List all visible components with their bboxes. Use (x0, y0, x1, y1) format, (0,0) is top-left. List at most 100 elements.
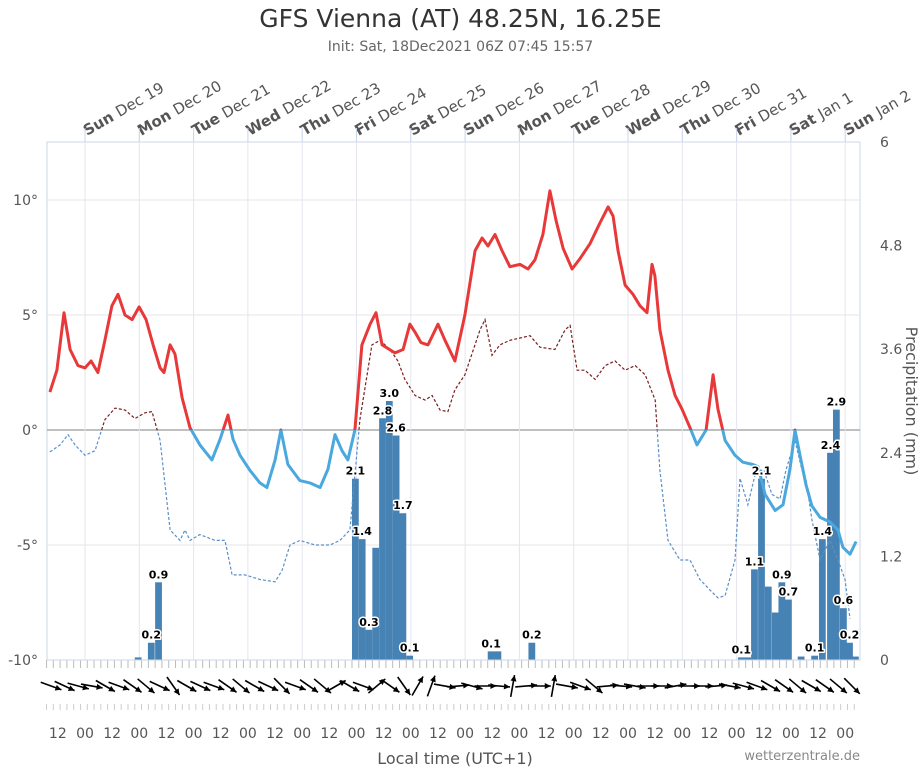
arrow-head (584, 684, 591, 691)
precip-value-label: 1.7 (393, 499, 413, 512)
precip-bar (785, 599, 792, 660)
wind-arrow-icon (339, 679, 360, 693)
precip-bar (494, 651, 502, 660)
precip-bar (385, 401, 393, 660)
y-right-tick-label: 6 (880, 135, 889, 151)
wind-arrow-icon (80, 683, 103, 690)
wind-arrow-icon (411, 676, 424, 696)
arrow-head (417, 676, 424, 684)
day-label: Sun Jan 2 (840, 86, 914, 139)
precip-bar (399, 513, 407, 660)
wind-arrow-icon (284, 681, 307, 691)
precip-bar (758, 478, 765, 660)
x-tick-label: 12 (592, 726, 610, 742)
wind-arrow-icon (550, 675, 558, 697)
x-axis-title: Local time (UTC+1) (377, 749, 533, 768)
precip-value-label: 2.9 (827, 396, 847, 409)
plot-frame (46, 141, 861, 661)
precip-value-label: 0.2 (840, 629, 860, 642)
precip-value-label: 0.9 (772, 568, 792, 581)
precip-value-label: 0.1 (400, 642, 420, 655)
wind-arrow-icon (426, 675, 436, 697)
y-axis-right-title: Precipitation (mm) (902, 327, 921, 476)
precip-bar (379, 418, 386, 660)
arrow-head (271, 685, 279, 691)
arrow-head (595, 686, 603, 694)
wind-arrow-icon (801, 679, 822, 693)
y-tick-label: -10° (8, 653, 38, 669)
arrow-head (571, 683, 578, 690)
arrow-head (840, 686, 847, 694)
wind-arrow-icon (829, 678, 848, 694)
x-tick-label: 00 (130, 726, 148, 742)
y-tick-label: 5° (22, 308, 38, 324)
arrow-head (392, 686, 400, 693)
precip-bar (778, 582, 786, 660)
arrow-head (173, 688, 180, 696)
precip-value-label: 2.6 (386, 422, 406, 435)
precip-value-label: 0.2 (142, 629, 162, 642)
precip-labels: 0.2 0.9 2.1 1.4 0.3 2.8 3.0 2.6 1.7 0.1 0.1 0.2 0.1 1… (140, 386, 861, 658)
x-tick-label: 12 (755, 726, 773, 742)
precip-value-label: 0.7 (779, 586, 799, 599)
wind-arrow-icon (67, 682, 90, 691)
wind-arrow-icon (190, 680, 211, 692)
precip-bar (771, 612, 779, 660)
y-right-tick-label: 1.2 (880, 549, 902, 565)
arrow-head (147, 686, 155, 694)
x-tick-label: 12 (320, 726, 338, 742)
wind-arrow-icon (585, 678, 604, 694)
arrow-head (786, 686, 794, 693)
precip-bar (851, 656, 859, 660)
wind-arrow-icon (137, 678, 156, 694)
x-tick-label: 12 (212, 726, 230, 742)
x-tick-label: 12 (429, 726, 447, 742)
arrow-head (814, 685, 821, 692)
x-tick-label: 00 (348, 726, 366, 742)
x-tick-label: 00 (293, 726, 311, 742)
precip-value-label: 1.4 (813, 525, 833, 538)
arrow-head (760, 684, 768, 691)
arrow-head (122, 684, 130, 691)
precip-bar (797, 656, 805, 660)
chart-subtitle: Init: Sat, 18Dec2021 06Z 07:45 15:57 (327, 39, 594, 55)
wind-arrow-icon (54, 680, 75, 692)
temperature-line-cold (189, 430, 858, 556)
arrow-head (551, 675, 558, 682)
wind-arrow-icon (40, 681, 62, 691)
x-tick-label: 12 (646, 726, 664, 742)
temp-lines (48, 189, 858, 619)
credit-link[interactable]: wetterzentrale.de (744, 749, 860, 764)
x-tick-label: 00 (565, 726, 583, 742)
precip-bar (811, 655, 819, 660)
wind-arrow-icon (203, 681, 225, 691)
wind-arrow-icon (149, 680, 170, 692)
temperature-line-warm (48, 189, 797, 430)
wind-arrow-icon (718, 683, 741, 690)
precip-bar (392, 435, 400, 660)
dewpoint-line-cold (49, 430, 851, 619)
y-tick-label: 10° (13, 193, 38, 209)
precip-bar (358, 539, 366, 660)
wind-arrow-icon (299, 679, 319, 693)
wind-arrow-icon (108, 681, 130, 691)
precip-value-label: 3.0 (380, 387, 400, 400)
precip-bar (846, 642, 853, 660)
precip-bar (839, 608, 847, 660)
x-tick-label: 00 (185, 726, 203, 742)
precip-bar (487, 651, 495, 660)
wind-arrow-icon (509, 675, 517, 697)
precip-value-label: 2.1 (346, 465, 366, 478)
precip-value-label: 0.2 (522, 629, 542, 642)
wind-arrow-icon (380, 679, 400, 693)
arrow-head (311, 686, 318, 693)
precip-bar (372, 547, 380, 660)
precip-bar (528, 642, 536, 660)
precip-value-label: 1.4 (352, 525, 372, 538)
wind-arrow-icon (397, 676, 411, 696)
wind-arrow-icon (528, 683, 551, 689)
arrow-head (352, 685, 360, 692)
x-tick-label: 12 (375, 726, 393, 742)
arrow-head (67, 685, 75, 691)
arrow-head (510, 675, 517, 682)
